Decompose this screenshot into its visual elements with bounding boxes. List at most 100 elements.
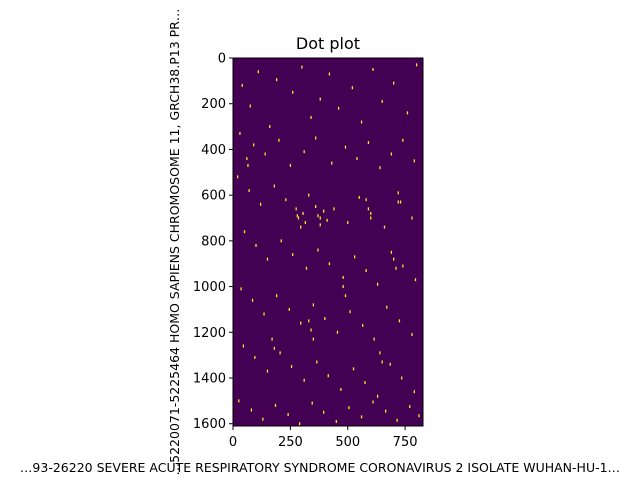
dot-mark — [351, 86, 354, 90]
dot-mark — [397, 200, 399, 204]
dot-mark — [323, 209, 325, 213]
dot-mark — [372, 400, 374, 404]
dot-mark — [373, 337, 375, 341]
dot-mark — [319, 216, 321, 220]
dot-mark — [269, 125, 271, 129]
dot-mark — [397, 191, 399, 195]
dot-mark — [273, 184, 276, 188]
dot-mark — [303, 378, 305, 382]
dot-mark — [413, 390, 415, 394]
dot-mark — [254, 355, 256, 359]
dot-mark — [381, 360, 383, 364]
dot-mark — [240, 287, 242, 291]
dot-mark — [328, 262, 331, 266]
dot-mark — [311, 401, 313, 405]
dot-mark — [287, 413, 289, 417]
dot-mark — [401, 376, 403, 380]
dot-mark — [273, 346, 276, 350]
dot-mark — [399, 200, 402, 204]
y-tick-label: 1200 — [193, 326, 226, 341]
dot-mark — [376, 282, 379, 286]
dot-mark — [243, 230, 246, 234]
dot-mark — [396, 418, 398, 422]
dot-mark — [315, 205, 317, 209]
y-tick-label: 600 — [201, 189, 226, 204]
dot-mark — [257, 70, 259, 74]
dot-mark — [342, 285, 344, 289]
dot-mark — [367, 141, 370, 145]
dot-mark — [295, 207, 297, 211]
dot-mark — [303, 150, 305, 154]
dot-mark — [285, 198, 287, 202]
y-tick-label: 400 — [201, 143, 226, 158]
dot-mark — [236, 175, 239, 179]
dot-mark — [271, 337, 273, 341]
dot-mark — [278, 138, 280, 142]
plot-frame — [232, 57, 424, 427]
dot-mark — [342, 275, 344, 279]
dot-mark — [249, 104, 251, 108]
dot-mark — [370, 216, 372, 220]
dot-mark — [395, 266, 397, 270]
dot-mark — [263, 312, 265, 316]
dot-mark — [264, 152, 266, 156]
dot-mark — [308, 193, 310, 197]
dot-mark — [348, 406, 350, 410]
y-tick-label: 800 — [201, 234, 226, 249]
dot-mark — [247, 163, 249, 167]
dot-mark — [344, 294, 347, 298]
dot-mark — [262, 417, 264, 421]
dot-mark — [241, 83, 243, 87]
dot-mark — [402, 264, 404, 268]
chart-title: Dot plot — [296, 34, 360, 53]
plot-area — [233, 58, 423, 426]
dot-mark — [328, 72, 331, 76]
dot-mark — [304, 221, 306, 225]
dot-mark — [323, 410, 325, 414]
dot-mark — [300, 321, 302, 325]
dot-mark — [248, 189, 250, 193]
dot-mark — [344, 145, 347, 149]
dot-mark — [292, 90, 294, 94]
x-tick-label: 500 — [335, 435, 360, 450]
x-axis-label: …93-26220 SEVERE ACUTE RESPIRATORY SYNDR… — [20, 460, 620, 475]
dot-mark — [259, 202, 262, 206]
dot-mark — [279, 351, 281, 355]
y-tick-label: 0 — [218, 52, 226, 67]
y-axis: 0 200 400 600 800 1000 1200 1400 1600 — [193, 52, 233, 432]
y-axis-label: …5220071-5225464 HOMO SAPIENS CHROMOSOME… — [167, 9, 182, 476]
dot-mark — [393, 81, 395, 85]
dot-mark — [312, 337, 315, 341]
dot-mark — [352, 367, 355, 371]
x-axis: 0 250 500 750 — [229, 426, 418, 450]
dot-mark — [266, 369, 269, 373]
dot-mark — [370, 211, 372, 215]
dot-mark — [302, 211, 304, 215]
dot-mark — [393, 257, 395, 261]
dot-mark — [347, 221, 349, 225]
dot-mark — [317, 248, 319, 252]
dot-mark — [367, 207, 370, 211]
dot-mark — [379, 166, 381, 170]
dot-mark — [354, 255, 356, 259]
dot-mark — [251, 298, 254, 302]
dot-mark — [389, 362, 391, 366]
dot-mark — [411, 216, 413, 220]
dot-mark — [360, 415, 363, 419]
dot-mark — [292, 253, 294, 257]
dot-mark — [266, 257, 269, 261]
y-tick-label: 1000 — [193, 280, 226, 295]
y-tick-label: 1400 — [193, 372, 226, 387]
dot-mark — [365, 269, 367, 273]
dot-mark — [319, 97, 321, 101]
dot-mark — [305, 266, 308, 270]
dot-mark — [402, 138, 404, 142]
dot-mark — [398, 319, 401, 323]
dot-mark — [288, 307, 290, 311]
dot-mark — [238, 399, 240, 403]
dot-mark — [335, 419, 337, 423]
dot-mark — [349, 310, 351, 314]
x-tick-label: 750 — [393, 435, 418, 450]
dot-mark — [358, 195, 360, 199]
